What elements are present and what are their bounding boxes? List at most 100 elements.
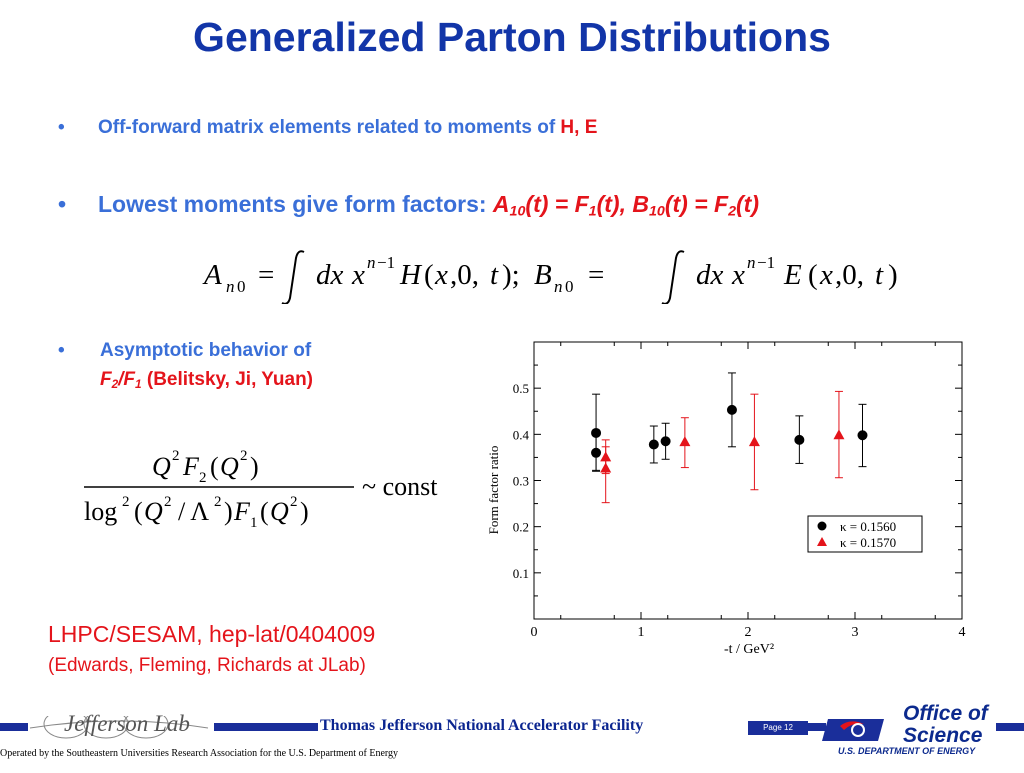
y-tick-label: 0.2 — [513, 520, 529, 535]
x-axis-label: -t / GeV² — [724, 642, 774, 657]
svg-text:2: 2 — [122, 494, 130, 510]
svg-text:−1: −1 — [757, 253, 775, 272]
y-tick-label: 0.4 — [513, 427, 530, 442]
form-factor-chart: 0 1 2 3 4 0.1 0.2 0.3 0.4 0.5 κ = 0.1560 κ = 0.157… — [478, 330, 998, 660]
y-tick-label: 0.3 — [513, 474, 529, 489]
svg-text:E: E — [783, 259, 802, 291]
bullet-lowest-moments: • Lowest moments give form factors: A10(… — [58, 191, 759, 220]
svg-text:n: n — [747, 253, 756, 272]
svg-text:F: F — [182, 452, 200, 481]
svg-text:(: ( — [134, 497, 143, 526]
jlab-logo-text: Jefferson Lab — [64, 711, 190, 736]
bullet-dot: • — [58, 340, 65, 361]
doe-label: U.S. DEPARTMENT OF ENERGY — [838, 746, 976, 756]
svg-text:log: log — [84, 497, 117, 526]
y-tick-label: 0.1 — [513, 566, 529, 581]
operated-by: Operated by the Southeastern Universitie… — [0, 748, 399, 759]
office-of-science-line1: Office of — [903, 702, 988, 725]
citation: (Belitsky, Ji, Yuan) — [146, 369, 314, 390]
reference-authors: (Edwards, Fleming, Richards at JLab) — [48, 655, 366, 676]
data-point-circle — [726, 404, 737, 415]
legend-marker-circle — [817, 521, 827, 531]
x-tick-label: 3 — [852, 625, 859, 640]
svg-text:−1: −1 — [377, 253, 395, 272]
bullet-highlight: H, E — [560, 117, 598, 138]
svg-text:A: A — [202, 259, 222, 291]
legend-label: κ = 0.1560 — [840, 519, 896, 534]
svg-text:x: x — [351, 259, 365, 291]
data-point-circle — [794, 434, 805, 445]
svg-text:=: = — [258, 259, 274, 291]
svg-text:(: ( — [424, 259, 434, 291]
page-number: Page 12 — [748, 721, 808, 735]
svg-text:): ) — [888, 259, 898, 291]
svg-text:n: n — [226, 277, 235, 296]
bullet-text: Asymptotic behavior of — [100, 340, 312, 361]
bullet-off-forward: • Off-forward matrix elements related to… — [58, 117, 598, 139]
legend-marker-triangle — [817, 537, 827, 546]
svg-text:0: 0 — [565, 277, 574, 296]
legend-label: κ = 0.1570 — [840, 535, 896, 550]
bullet-dot: • — [58, 191, 67, 217]
svg-text:(: ( — [210, 452, 219, 481]
svg-text:2: 2 — [240, 448, 248, 464]
bullet-asymptotic: • Asymptotic behavior of F2/F1 (Belitsky… — [58, 336, 314, 399]
svg-text:Q: Q — [220, 452, 239, 481]
svg-text:2: 2 — [290, 494, 298, 510]
svg-text:n: n — [367, 253, 376, 272]
x-tick-label: 1 — [638, 625, 645, 640]
svg-text:,0,: ,0, — [450, 259, 479, 291]
bullet-text: Lowest moments give form factors: — [98, 191, 493, 217]
svg-text:Q: Q — [144, 497, 163, 526]
office-of-science-line2: Science — [903, 724, 983, 747]
svg-text:(: ( — [260, 497, 269, 526]
footer — [0, 709, 1024, 768]
data-point-circle — [660, 436, 671, 447]
svg-text:2: 2 — [172, 448, 180, 464]
svg-text:1: 1 — [250, 515, 258, 531]
svg-text:Q: Q — [152, 452, 171, 481]
data-point-circle — [857, 430, 868, 441]
svg-text:): ) — [250, 452, 259, 481]
x-tick-label: 0 — [531, 625, 538, 640]
moment-equation: A n 0 = dx x n −1 H ( x ,0, t ); B n 0 =… — [200, 244, 930, 305]
y-axis-label: Form factor ratio — [486, 446, 501, 535]
svg-text:2: 2 — [164, 494, 172, 510]
svg-text:2: 2 — [199, 470, 207, 486]
svg-text:x: x — [819, 259, 833, 291]
svg-text:x: x — [434, 259, 448, 291]
svg-text:x: x — [731, 259, 745, 291]
svg-text:(: ( — [808, 259, 818, 291]
bullet-dot: • — [58, 117, 65, 138]
x-tick-label: 2 — [745, 625, 752, 640]
svg-text:0: 0 — [237, 277, 246, 296]
legend-box — [807, 515, 923, 553]
svg-text:/ Λ: / Λ — [178, 497, 209, 526]
svg-text:n: n — [554, 277, 563, 296]
asymptotic-equation: Q 2 F 2 ( Q 2 ) log 2 ( Q 2 / Λ 2 ) F 1 … — [80, 440, 465, 535]
ratio-label: F2/F1 — [100, 369, 142, 391]
data-point-triangle — [679, 436, 691, 447]
svg-text:);: ); — [502, 259, 520, 291]
data-point-circle — [591, 447, 602, 458]
reference-paper: LHPC/SESAM, hep-lat/0404009 — [48, 621, 376, 647]
svg-text:2: 2 — [214, 494, 222, 510]
svg-text:=: = — [588, 259, 604, 291]
svg-text:t: t — [490, 259, 499, 291]
footer-decoration — [0, 709, 1024, 741]
page-title: Generalized Parton Distributions — [193, 14, 831, 60]
svg-text:F: F — [233, 497, 251, 526]
asymptotic-equation-svg: Q 2 F 2 ( Q 2 ) log 2 ( Q 2 / Λ 2 ) F 1 … — [84, 448, 438, 531]
svg-text:,0,: ,0, — [835, 259, 864, 291]
data-point-triangle — [600, 462, 612, 473]
plot-frame — [533, 341, 963, 620]
data-point-triangle — [748, 436, 760, 447]
form-factor-relation: A10(t) = F1(t), B10(t) = F2(t) — [492, 191, 759, 220]
svg-text:dx: dx — [316, 259, 344, 291]
svg-text:Q: Q — [270, 497, 289, 526]
svg-text:dx: dx — [696, 259, 724, 291]
facility-name: Thomas Jefferson National Accelerator Fa… — [318, 717, 646, 735]
data-point-circle — [648, 439, 659, 450]
svg-text:): ) — [224, 497, 233, 526]
